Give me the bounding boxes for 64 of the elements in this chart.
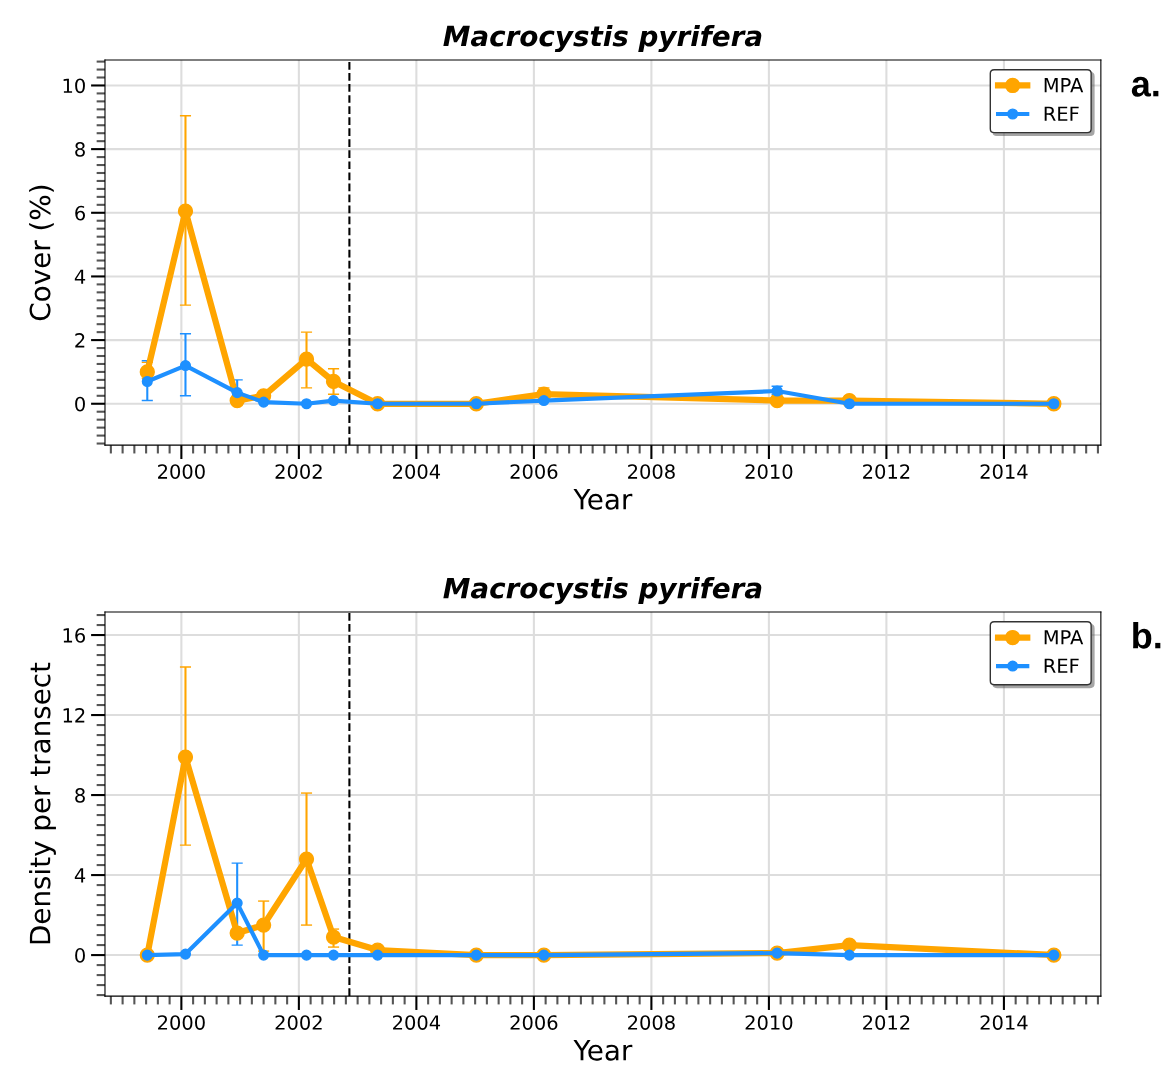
text: b. <box>1133 622 1161 649</box>
point <box>231 897 243 909</box>
point <box>231 387 243 399</box>
y-tick-label: 12 <box>63 708 85 723</box>
x-tick-label: 2004 <box>393 464 441 479</box>
x-tick-label: 2008 <box>628 1015 675 1030</box>
point <box>841 937 858 953</box>
legend-label: REF <box>1044 106 1079 121</box>
x-tick-label: 2012 <box>863 1015 910 1030</box>
point <box>372 949 384 961</box>
point <box>179 948 192 960</box>
x-tick-label: 2002 <box>275 1015 322 1030</box>
y-tick-label: 8 <box>75 788 85 803</box>
legend-label: MPA <box>1044 78 1084 93</box>
x-tick-label: 2010 <box>745 1015 793 1030</box>
point <box>258 949 270 961</box>
y-tick-label: 2 <box>75 333 85 348</box>
chart-title: Macrocystis pyrifera <box>443 577 762 605</box>
y-axis-title: Density per transect <box>29 662 56 944</box>
legend-label: REF <box>1044 658 1079 673</box>
x-axis-title: Year <box>573 489 633 510</box>
y-tick-label: 4 <box>74 269 86 284</box>
y-axis-title: Cover (%) <box>29 185 54 321</box>
y-tick-label: 0 <box>75 948 85 963</box>
x-tick-label: 2012 <box>863 464 910 479</box>
x-tick-label: 2000 <box>158 1015 205 1030</box>
point <box>177 203 194 219</box>
point <box>298 851 315 867</box>
point <box>229 925 245 941</box>
point <box>538 395 550 407</box>
text: a. <box>1131 76 1159 97</box>
point <box>300 398 313 410</box>
point <box>327 395 340 407</box>
point <box>325 929 342 945</box>
x-tick-label: 2006 <box>510 464 558 479</box>
y-tick-label: 10 <box>63 78 85 94</box>
y-tick-label: 0 <box>75 396 85 412</box>
y-tick-label: 6 <box>75 205 86 221</box>
point <box>300 949 313 961</box>
x-tick-label: 2010 <box>745 464 793 479</box>
y-tick-label: 4 <box>74 868 86 883</box>
x-tick-label: 2014 <box>980 464 1028 479</box>
point <box>298 351 315 367</box>
y-tick-label: 8 <box>75 142 85 157</box>
x-tick-label: 2000 <box>158 464 205 479</box>
point <box>258 396 270 408</box>
point <box>255 917 272 933</box>
legend-label: MPA <box>1044 630 1084 645</box>
x-tick-label: 2004 <box>393 1015 441 1030</box>
x-tick-label: 2008 <box>628 464 675 479</box>
point <box>179 360 192 372</box>
point <box>769 392 785 409</box>
point <box>843 949 855 961</box>
point <box>843 398 855 410</box>
chart-title: Macrocystis pyrifera <box>443 25 762 53</box>
y-tick-label: 16 <box>63 628 86 643</box>
point <box>325 373 342 390</box>
point <box>141 375 153 388</box>
x-tick-label: 2014 <box>980 1015 1028 1030</box>
x-tick-label: 2002 <box>275 464 322 479</box>
x-axis-title: Year <box>573 1040 633 1061</box>
point <box>327 949 340 961</box>
x-tick-label: 2006 <box>510 1015 558 1030</box>
point <box>177 749 194 765</box>
